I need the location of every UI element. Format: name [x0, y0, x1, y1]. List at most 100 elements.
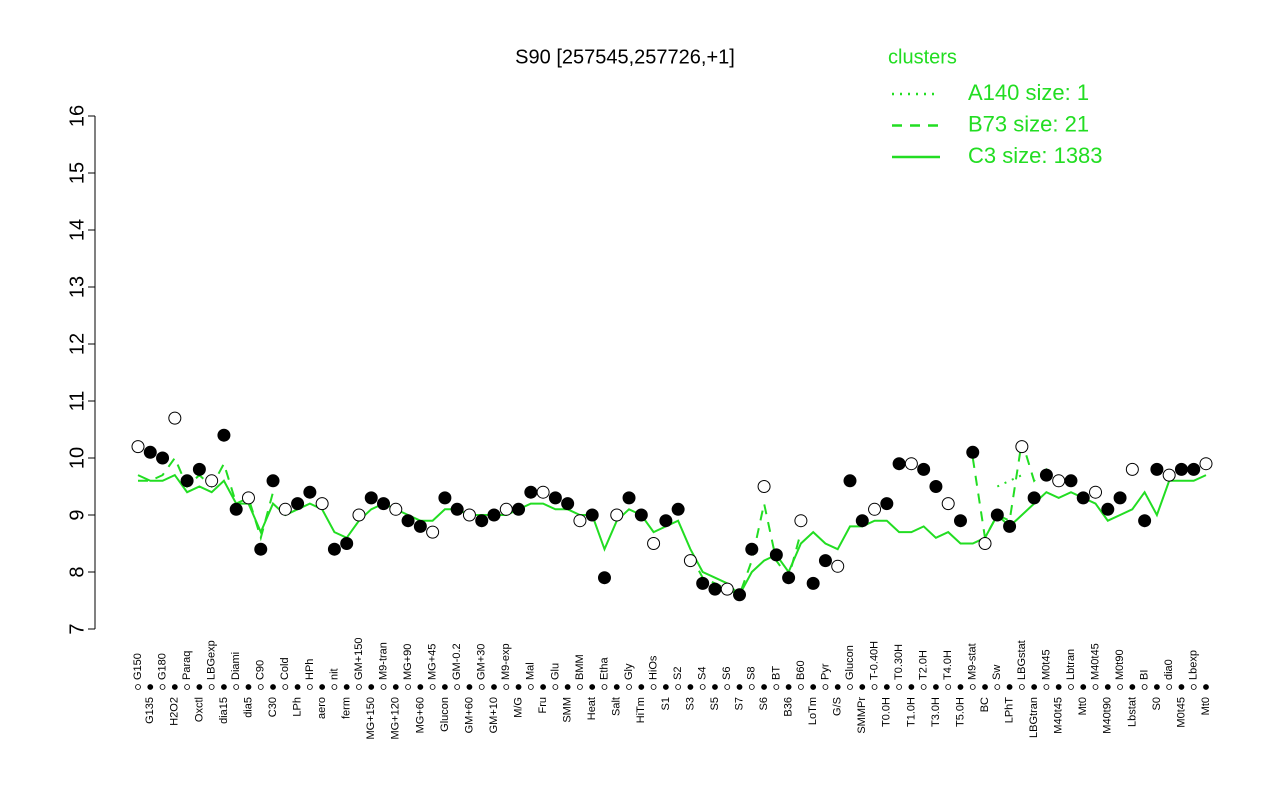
x-tick-label: MG+90 [402, 644, 414, 680]
x-tick-label: GM+150 [353, 638, 365, 681]
category-marker [687, 684, 694, 690]
category-marker [392, 684, 399, 690]
x-tick-label: Pyr [819, 663, 831, 680]
category-marker [613, 684, 620, 690]
x-tick-label: Salt [611, 697, 623, 716]
category-marker [920, 684, 927, 690]
data-point [696, 576, 710, 590]
x-tick-label: Glucon [439, 697, 451, 732]
data-point [1174, 462, 1188, 476]
x-tick-label: aero [316, 697, 328, 719]
category-marker [454, 684, 461, 690]
category-marker [282, 684, 289, 690]
category-marker [1080, 684, 1087, 690]
data-point [1101, 502, 1115, 516]
x-tick-label: LPhT [1003, 697, 1015, 724]
x-tick-label: S7 [733, 697, 745, 710]
category-marker [933, 684, 939, 690]
category-marker [319, 684, 326, 690]
category-marker [1055, 684, 1062, 690]
category-marker [294, 684, 301, 690]
x-tick-label: SMM [562, 697, 574, 723]
data-point [929, 480, 943, 493]
x-tick-label: Lbexp [1188, 650, 1200, 680]
category-marker [196, 684, 203, 690]
category-marker [1104, 684, 1111, 690]
data-point [241, 491, 255, 505]
category-marker [589, 684, 596, 690]
data-point [1138, 514, 1152, 528]
category-marker [515, 684, 522, 690]
category-marker [417, 684, 424, 690]
x-tick-label: H2O2 [169, 697, 181, 726]
x-tick-label: T-0.40H [868, 641, 880, 680]
x-tick-label: T2.0H [918, 650, 930, 680]
x-tick-label: C30 [267, 697, 279, 717]
x-tick-label: S1 [660, 697, 672, 710]
data-point [548, 491, 562, 505]
x-tick-label: dia0 [1163, 659, 1175, 680]
data-point [659, 514, 673, 528]
category-marker [368, 684, 375, 690]
category-marker [441, 684, 448, 690]
x-tick-label: LBGexp [206, 640, 218, 680]
data-point [782, 571, 796, 585]
category-marker [380, 684, 387, 690]
data-point [868, 502, 882, 516]
legend-label: A140 size: 1 [968, 80, 1089, 105]
category-marker [1190, 684, 1197, 690]
data-point [315, 497, 329, 511]
category-marker [208, 684, 215, 690]
category-marker [1068, 684, 1074, 690]
category-marker [527, 684, 534, 690]
category-marker [1117, 684, 1123, 690]
y-tick-label: 7 [66, 623, 88, 634]
data-point [1039, 468, 1053, 482]
x-tick-label: nit [328, 668, 340, 680]
data-point [966, 445, 980, 459]
x-tick-label: GM-0.2 [451, 643, 463, 680]
data-point [597, 571, 611, 585]
category-marker [221, 684, 227, 690]
data-point [1052, 474, 1066, 488]
x-tick-label: M/G [512, 697, 524, 718]
x-tick-label: Fru [537, 697, 549, 714]
category-marker [171, 684, 178, 690]
x-tick-label: S0 [1151, 697, 1163, 710]
x-tick-label: G150 [132, 653, 144, 680]
x-tick-label: M40t45 [1089, 643, 1101, 680]
x-tick-label: T1.0H [905, 697, 917, 727]
x-tick-label: G180 [156, 653, 168, 680]
x-tick-label: M40t90 [1102, 697, 1114, 734]
data-point [1003, 519, 1017, 533]
data-point [512, 502, 526, 516]
category-marker [945, 684, 952, 690]
x-tick-label: GM+30 [476, 644, 488, 680]
category-marker [847, 684, 853, 690]
data-point [671, 502, 685, 516]
x-tick-label: M9-stat [967, 643, 979, 680]
x-tick-label: Glucon [844, 645, 856, 680]
category-marker [135, 684, 141, 690]
category-marker [969, 684, 976, 690]
y-tick-label: 9 [66, 509, 88, 520]
category-marker [626, 684, 632, 690]
x-tick-label: T3.0H [930, 697, 942, 727]
data-point [610, 508, 624, 522]
x-tick-label: T4.0H [942, 650, 954, 680]
legend-title: clusters [888, 46, 957, 68]
x-tick-label: M40t45 [1053, 697, 1065, 734]
data-point [266, 474, 280, 488]
x-tick-label: Mt0 [1200, 697, 1212, 715]
x-tick-label: Heat [586, 697, 598, 720]
y-tick-label: 10 [66, 447, 88, 469]
data-point [917, 462, 931, 476]
x-tick-label: BT [770, 666, 782, 680]
data-point [1113, 491, 1127, 505]
x-tick-label: GM+60 [463, 697, 475, 733]
data-point [1150, 462, 1164, 476]
x-tick-label: Sw [991, 665, 1003, 680]
category-marker [810, 684, 817, 690]
category-marker [748, 684, 755, 690]
category-marker [797, 684, 804, 690]
